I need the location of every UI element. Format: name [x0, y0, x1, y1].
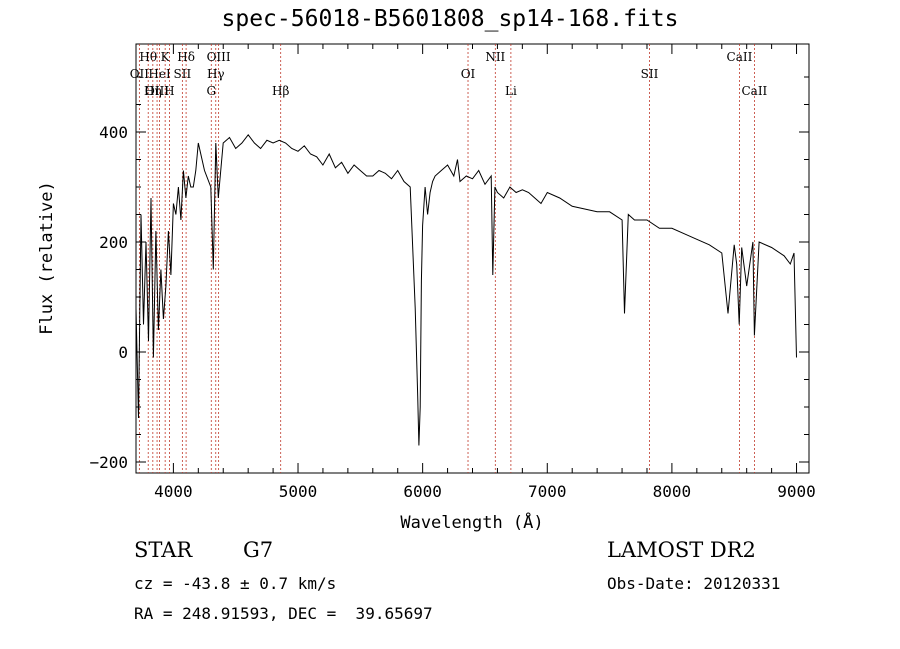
- y-tick-label: −200: [89, 453, 128, 472]
- subclass-label: G7: [243, 538, 274, 562]
- line-marker-label: HeI: [148, 67, 171, 81]
- line-marker-label: Hγ: [207, 67, 225, 81]
- chart-title: spec-56018-B5601808_sp14-168.fits: [221, 6, 679, 32]
- y-tick-label: 200: [99, 233, 128, 252]
- y-axis-label: Flux (relative): [37, 181, 57, 335]
- line-marker-label: Li: [505, 84, 517, 98]
- obs-date-readout: Obs-Date: 20120331: [607, 574, 781, 593]
- line-marker-label: CaII: [741, 84, 767, 98]
- x-tick-label: 6000: [403, 482, 442, 501]
- line-marker-label: OIII: [145, 84, 169, 98]
- plot-frame: [135, 43, 810, 474]
- cz-readout: cz = -43.8 ± 0.7 km/s: [134, 574, 337, 593]
- x-tick-label: 9000: [777, 482, 816, 501]
- x-tick-label: 4000: [154, 482, 193, 501]
- line-marker-label: OIII: [207, 50, 231, 64]
- line-markers: OIIHθHηOIIIHeIKHSIIHδGHγOIIIHβOINIILiSII…: [130, 44, 768, 473]
- survey-label: LAMOST DR2: [607, 538, 756, 562]
- line-marker-label: K: [161, 50, 171, 64]
- spectrum-line: [135, 133, 797, 446]
- x-tick-label: 7000: [528, 482, 567, 501]
- line-marker-label: NII: [485, 50, 505, 64]
- line-marker-label: OII: [130, 67, 150, 81]
- line-marker-label: H: [164, 84, 174, 98]
- coords-readout: RA = 248.91593, DEC = 39.65697: [134, 604, 433, 623]
- y-tick-label: 400: [99, 123, 128, 142]
- line-marker-label: SII: [174, 67, 192, 81]
- line-marker-label: Hη: [144, 84, 162, 98]
- line-marker-label: Hβ: [272, 84, 289, 98]
- line-marker-label: G: [206, 84, 216, 98]
- axis-ticks: 4000 5000 6000 7000 8000 9000 −200 0 200 400: [89, 44, 816, 501]
- spectrum-chart: OIIHθHηOIIIHeIKHSIIHδGHγOIIIHβOINIILiSII…: [37, 43, 816, 533]
- line-marker-label: OI: [461, 67, 476, 81]
- line-marker-label: Hδ: [177, 50, 195, 64]
- line-marker-label: SII: [641, 67, 659, 81]
- x-axis-label: Wavelength (Å): [400, 511, 543, 533]
- y-tick-label: 0: [118, 343, 128, 362]
- line-marker-label: CaII: [727, 50, 753, 64]
- x-tick-label: 5000: [279, 482, 318, 501]
- x-tick-label: 8000: [653, 482, 692, 501]
- class-label: STAR: [134, 538, 193, 562]
- line-marker-label: Hθ: [139, 50, 157, 64]
